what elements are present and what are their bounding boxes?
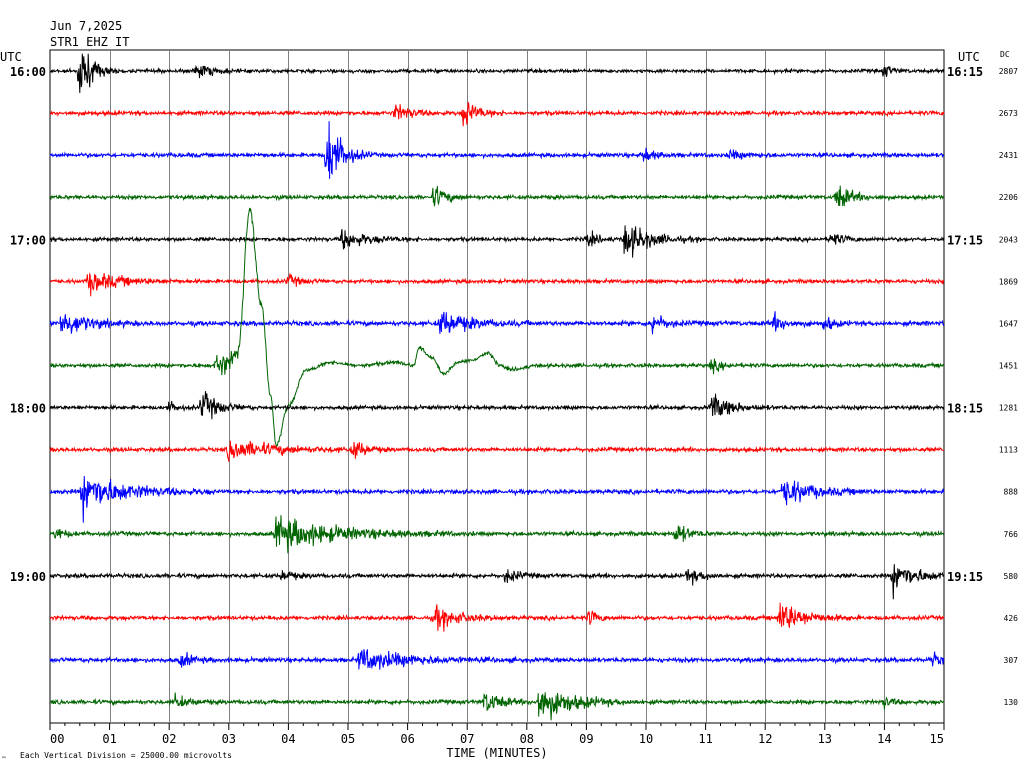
dc-offset-label: 2431: [999, 151, 1018, 160]
left-hour-label: 16:00: [10, 65, 46, 79]
dc-offset-label: 1869: [999, 277, 1018, 286]
left-hour-label: 18:00: [10, 402, 46, 416]
dc-offset-label: 2206: [999, 193, 1018, 202]
trace-row-2: [49, 121, 945, 179]
x-axis-title: TIME (MINUTES): [446, 746, 547, 760]
trace-row-8: [49, 391, 945, 420]
trace-row-9: [49, 440, 945, 462]
dc-offset-label: 130: [1004, 698, 1019, 707]
dc-offset-label: 426: [1004, 614, 1019, 623]
trace-row-15: [49, 692, 945, 721]
station-label: STR1 EHZ IT: [50, 35, 129, 49]
grid: [49, 49, 945, 724]
x-tick-label: 07: [460, 732, 474, 746]
labels: Jun 7,2025 STR1 EHZ IT UTC UTC DC TIME (…: [0, 19, 1018, 763]
trace-row-12: [49, 564, 945, 600]
x-tick-label: 14: [877, 732, 891, 746]
dc-offset-label: 2043: [999, 235, 1018, 244]
x-tick-label: 01: [102, 732, 116, 746]
dc-offset-label: 580: [1004, 572, 1019, 581]
x-tick-label: 04: [281, 732, 295, 746]
dc-offset-label: 1281: [999, 404, 1018, 413]
right-time-label: 16:15: [947, 65, 983, 79]
x-tick-label: 05: [341, 732, 355, 746]
dc-offset-label: 2807: [999, 67, 1018, 76]
dc-offset-label: 2673: [999, 109, 1018, 118]
x-axis: 00 01 02 03 04 05 06 07 08 09 10 11 12 13 14 15: [49, 723, 945, 746]
x-tick-label: 13: [818, 732, 832, 746]
x-tick-label: 08: [520, 732, 534, 746]
dc-offset-label: 888: [1004, 488, 1019, 497]
trace-row-13: [49, 602, 945, 632]
x-tick-label: 12: [758, 732, 772, 746]
right-timezone-label: UTC: [958, 50, 980, 64]
traces: [49, 53, 945, 721]
dc-label: DC: [1000, 50, 1010, 59]
trace-row-10: [49, 475, 945, 523]
x-tick-label: 06: [400, 732, 414, 746]
dc-offset-label: 766: [1004, 530, 1019, 539]
trace-row-7: [49, 207, 945, 448]
x-tick-label: 11: [698, 732, 712, 746]
dc-offset-label: 307: [1004, 656, 1019, 665]
right-time-label: 18:15: [947, 402, 983, 416]
dc-offset-label: 1451: [999, 361, 1018, 370]
x-tick-label: 00: [50, 732, 64, 746]
trace-row-1: [49, 101, 945, 127]
left-timezone-label: UTC: [0, 50, 22, 64]
x-tick-label: 15: [930, 732, 944, 746]
plot-frame: [49, 49, 945, 724]
trace-row-0: [49, 53, 945, 94]
trace-row-11: [49, 515, 945, 554]
trace-row-4: [49, 225, 945, 258]
corner-mark: ™: [2, 756, 6, 763]
right-time-label: 17:15: [947, 233, 983, 247]
x-tick-label: 03: [222, 732, 236, 746]
dc-offset-label: 1113: [999, 446, 1018, 455]
scale-note: Each Vertical Division = 25000.00 microv…: [20, 751, 232, 760]
x-tick-label: 10: [639, 732, 653, 746]
left-hour-label: 19:00: [10, 570, 46, 584]
date-label: Jun 7,2025: [50, 19, 122, 33]
left-hour-label: 17:00: [10, 233, 46, 247]
x-tick-label: 02: [162, 732, 176, 746]
x-tick-label: 09: [579, 732, 593, 746]
dc-offset-label: 1647: [999, 319, 1018, 328]
trace-row-6: [49, 311, 945, 335]
trace-row-3: [49, 185, 945, 207]
right-time-label: 19:15: [947, 570, 983, 584]
trace-row-14: [49, 649, 945, 670]
trace-row-5: [50, 272, 945, 297]
